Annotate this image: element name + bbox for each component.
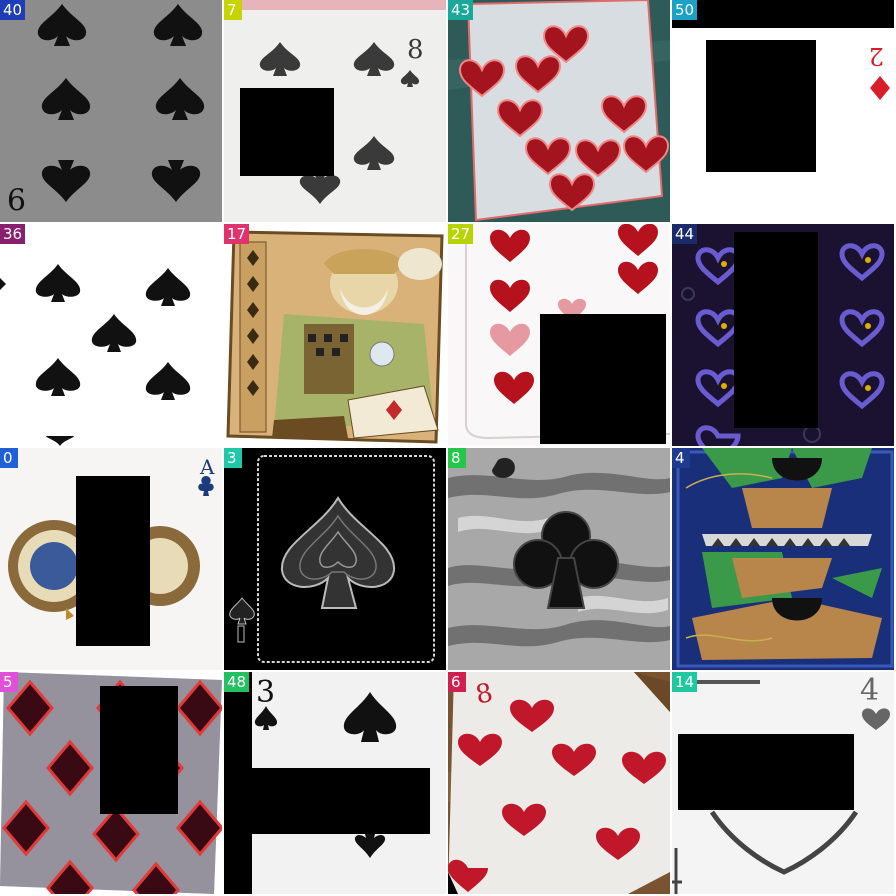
ace-of-spades-dark-image (224, 448, 446, 670)
tile-label: 3 (224, 448, 242, 468)
tile-label: 36 (0, 224, 26, 244)
tile-label: 40 (0, 0, 26, 20)
tile-50: 2 50 (672, 0, 896, 224)
card-art-image (672, 448, 894, 670)
tile-40: 9 40 (0, 0, 224, 224)
tile-4: 4 (672, 448, 896, 672)
tile-label: 50 (672, 0, 698, 20)
eight-of-hearts-image: 8 (448, 672, 670, 894)
occlusion-box (678, 734, 854, 810)
tile-43: 43 (448, 0, 672, 224)
five-of-spades-image (0, 224, 222, 446)
king-of-diamonds-image (224, 224, 446, 446)
occlusion-box (734, 232, 818, 428)
tile-label: 44 (672, 224, 698, 244)
occlusion-box (76, 476, 150, 646)
tile-17: 17 (224, 224, 448, 448)
club-on-noise-image (448, 448, 670, 670)
tile-label: 5 (0, 672, 18, 692)
tile-label: 4 (672, 448, 690, 468)
occlusion-box (240, 88, 334, 176)
tile-36: 36 (0, 224, 224, 448)
tile-label: 43 (448, 0, 474, 20)
tile-5: 5 (0, 672, 224, 896)
occlusion-box (540, 314, 666, 444)
tile-0: A 0 (0, 448, 224, 672)
spade-pattern-image: 9 (0, 0, 222, 222)
rank-index: 3 (256, 675, 275, 710)
tile-label: 7 (224, 0, 242, 20)
tile-27: 27 (448, 224, 672, 448)
tile-8: 8 (448, 448, 672, 672)
occlusion-box (252, 768, 430, 834)
tile-3: 3 (224, 448, 448, 672)
rank-index: 9 (7, 180, 26, 215)
tile-6: 8 6 (448, 672, 672, 896)
occlusion-box (706, 40, 816, 172)
rank-index: 8 (473, 678, 495, 711)
tile-44: 44 (672, 224, 896, 448)
ten-of-hearts-image (448, 0, 670, 222)
rank-index: 2 (869, 42, 884, 70)
tile-label: 6 (448, 672, 466, 692)
seven-of-spades-image: 8 (224, 0, 446, 222)
rank-index: 8 (407, 35, 424, 65)
tile-label: 8 (448, 448, 466, 468)
tile-14: 4 14 (672, 672, 896, 896)
rank-index: 4 (860, 673, 879, 708)
occlusion-box (100, 686, 178, 814)
tile-label: 0 (0, 448, 18, 468)
tile-label: 14 (672, 672, 698, 692)
tile-label: 27 (448, 224, 474, 244)
rank-index: A (199, 455, 215, 479)
tile-label: 48 (224, 672, 250, 692)
tile-7: 8 7 (224, 0, 448, 224)
tile-label: 17 (224, 224, 250, 244)
tile-48: 3 48 (224, 672, 448, 896)
